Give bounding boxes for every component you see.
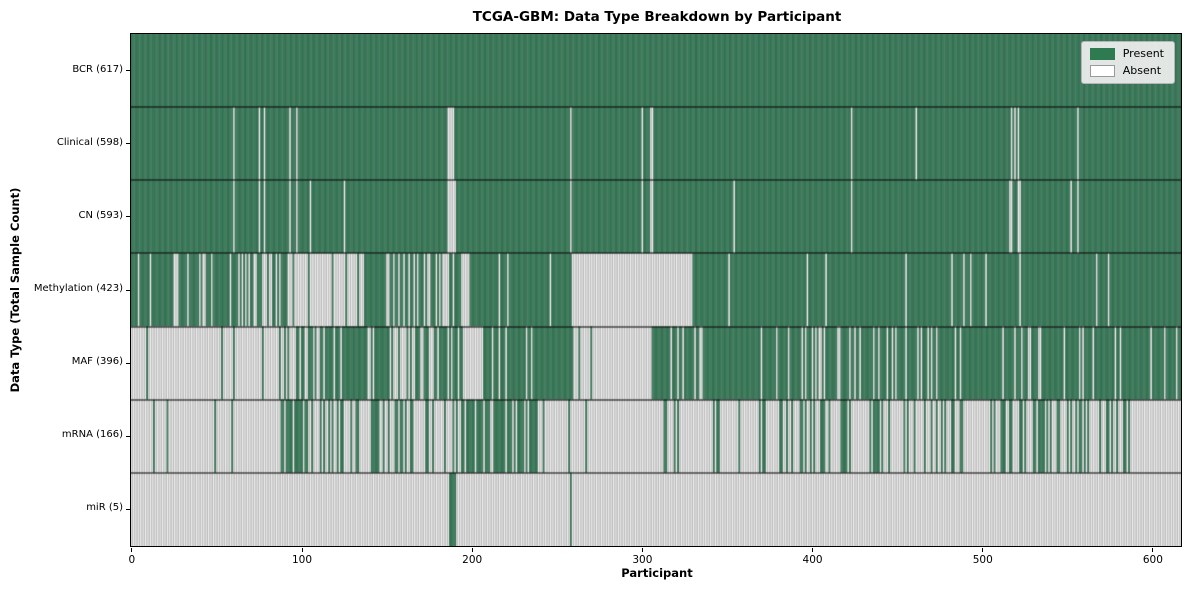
x-tick-label: 400 (802, 554, 823, 566)
x-tick-mark (301, 548, 303, 552)
x-tick-mark (812, 548, 814, 552)
x-tick-label: 300 (632, 554, 653, 566)
x-tick-label: 600 (1142, 554, 1163, 566)
legend-item-present: Present (1089, 47, 1164, 60)
x-tick-mark (641, 548, 643, 552)
y-tick-label: miR (5) (86, 502, 123, 514)
chart-title: TCGA-GBM: Data Type Breakdown by Partici… (472, 9, 842, 25)
y-tick-label: BCR (617) (72, 63, 123, 75)
x-tick-label: 200 (462, 554, 483, 566)
present-swatch (1089, 48, 1115, 60)
x-tick-label: 100 (291, 554, 313, 566)
x-tick-mark (131, 548, 133, 552)
presence-matrix-canvas (131, 34, 1181, 546)
x-tick-mark (982, 548, 984, 552)
plot-area: Present Absent (130, 33, 1182, 547)
legend-label-present: Present (1122, 47, 1164, 60)
legend: Present Absent (1080, 41, 1175, 84)
y-axis-label: Data Type (Total Sample Count) (8, 187, 22, 393)
legend-label-absent: Absent (1122, 64, 1162, 77)
x-tick-label: 0 (128, 554, 136, 566)
x-tick-mark (1152, 548, 1154, 552)
x-axis-label: Participant (621, 566, 693, 580)
y-tick-label: Clinical (598) (56, 136, 123, 148)
y-tick-label: mRNA (166) (61, 429, 123, 441)
x-tick-label: 500 (972, 554, 993, 566)
absent-swatch (1089, 65, 1115, 77)
legend-item-absent: Absent (1089, 64, 1164, 77)
x-tick-mark (471, 548, 473, 552)
